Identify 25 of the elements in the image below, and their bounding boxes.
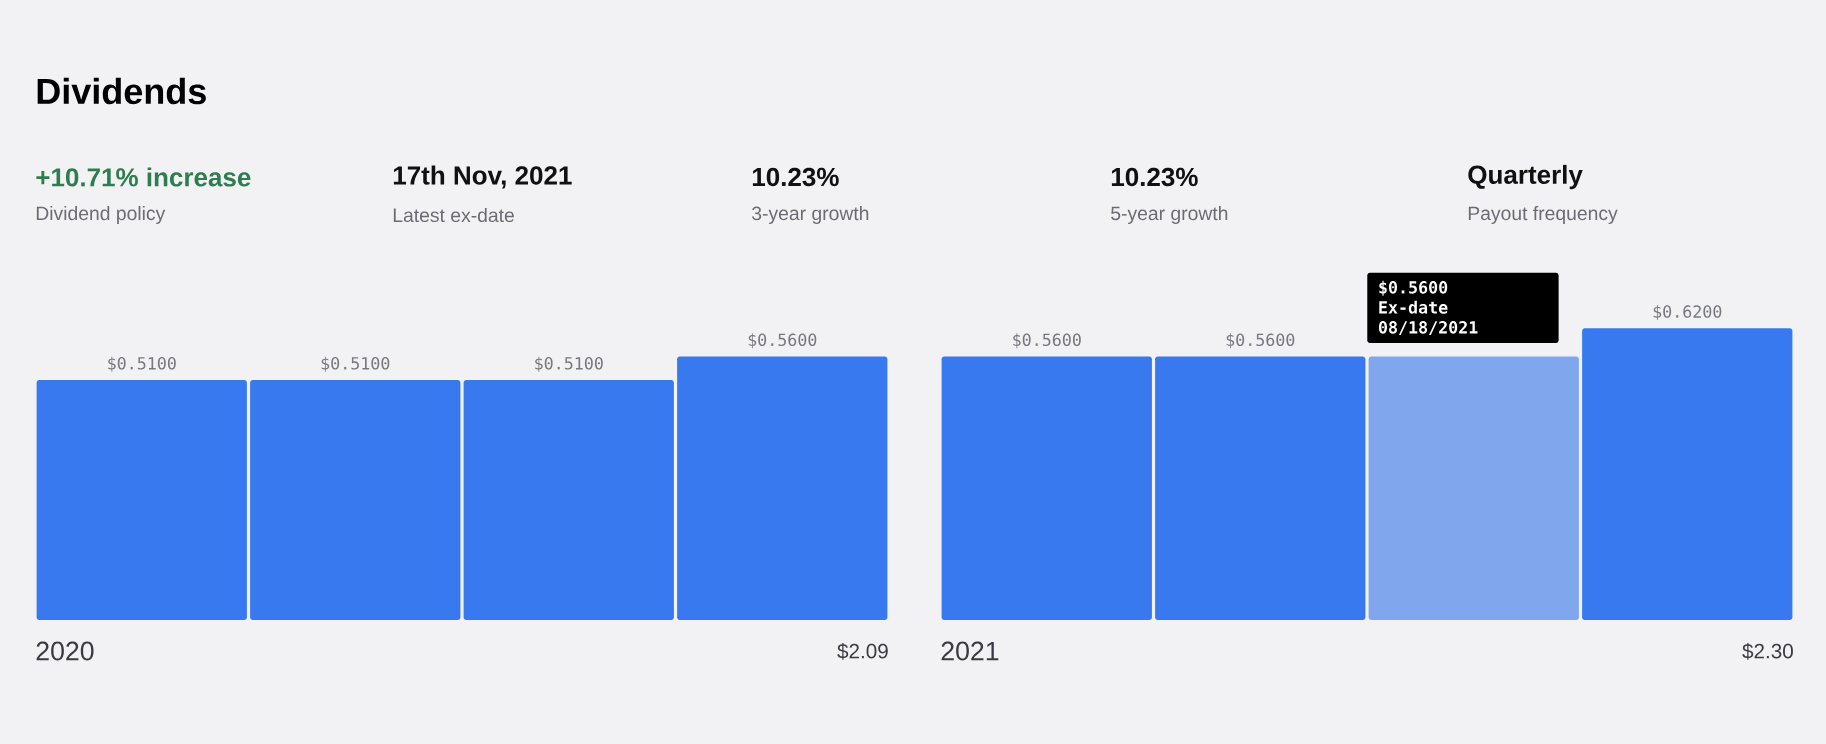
text: Latest ex-date [393,207,514,223]
text: +10.71% increase [36,167,251,187]
data-label: $0.5100 [321,356,390,372]
annotation: 08/18/2021 [1378,321,1478,335]
text: $2.30 [1742,642,1793,660]
x-axis-title: 2020 [36,641,94,661]
data-label: $0.5100 [535,356,603,372]
text: 10.23% [1111,167,1198,187]
text: 17th Nov, 2021 [393,165,572,189]
data-label: $0.5600 [1226,333,1295,349]
data-label: $0.5600 [748,333,817,349]
text: Dividend policy [36,206,166,225]
text: 5-year growth [1111,206,1228,225]
text: Payout frequency [1468,206,1618,225]
data-label: $0.6200 [1653,304,1722,321]
text: 3-year growth [752,206,869,225]
data-label: $0.5100 [108,356,176,372]
x-axis-title: 2021 [941,641,999,661]
text: Quarterly [1468,164,1583,190]
text: $2.09 [837,642,888,660]
text: Dividends [37,77,206,105]
data-label: $0.5600 [1013,333,1081,349]
text: 10.23% [752,167,839,187]
text: $0.5600 [1379,280,1448,296]
text: Ex-date [1379,300,1448,314]
